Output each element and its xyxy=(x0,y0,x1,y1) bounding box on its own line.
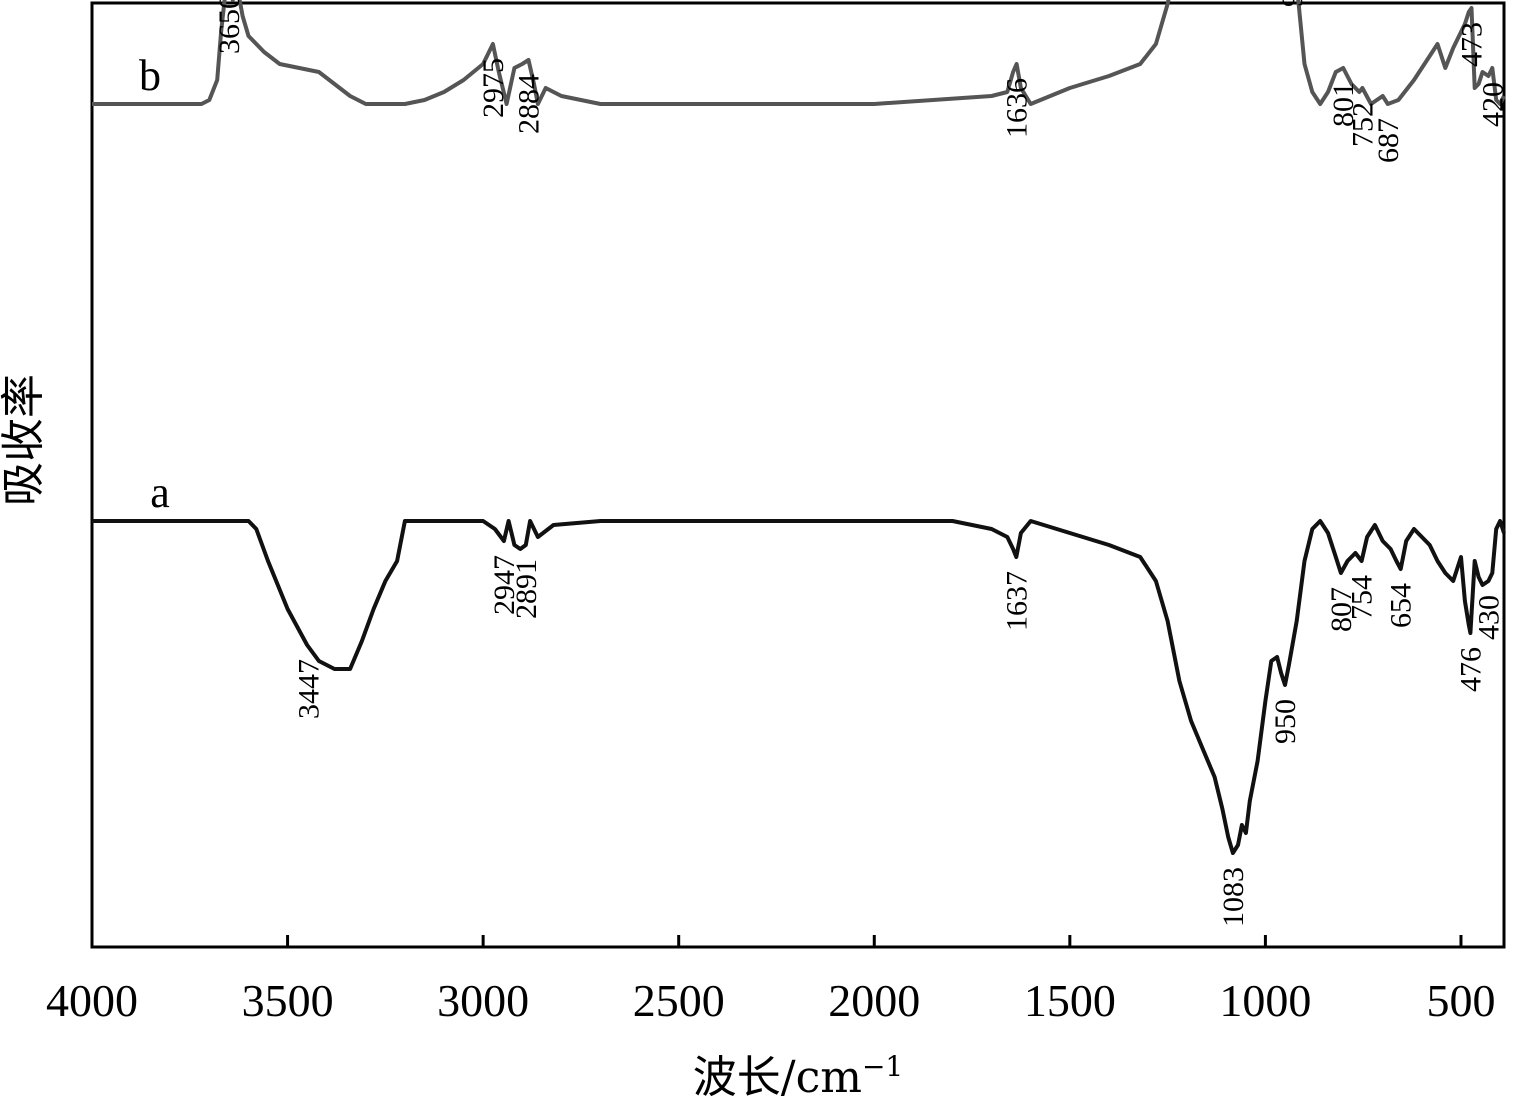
peak-label: 1083 xyxy=(1217,867,1250,927)
peak-label: 2884 xyxy=(513,74,546,134)
x-tick-label: 3500 xyxy=(242,975,334,1026)
peak-label: 2947 xyxy=(488,555,521,615)
peak-label: 801 xyxy=(1327,82,1360,127)
peak-label: 3650 xyxy=(213,0,246,54)
peak-label: 1636 xyxy=(1001,78,1034,138)
spectrum-a xyxy=(92,519,1506,855)
x-tick-label: 2500 xyxy=(633,975,725,1026)
peak-label: 420 xyxy=(1476,82,1509,127)
series-label-b: b xyxy=(139,51,161,100)
peak-label: 1637 xyxy=(1000,571,1033,631)
x-tick-label: 4000 xyxy=(46,975,138,1026)
peak-label: 3447 xyxy=(292,659,325,719)
peak-annotations: b36502975288416361080932801752687473420a… xyxy=(139,0,1509,927)
peak-label: 2975 xyxy=(477,58,510,118)
peak-label: 654 xyxy=(1385,583,1418,628)
peak-label: 473 xyxy=(1456,22,1489,67)
series-label-a: a xyxy=(150,468,170,517)
x-tick-label: 2000 xyxy=(828,975,920,1026)
spectrum-b xyxy=(92,0,1506,106)
x-tick-label: 500 xyxy=(1426,975,1495,1026)
peak-label: 476 xyxy=(1454,647,1487,692)
peak-label: 950 xyxy=(1269,699,1302,744)
x-axis-ticks: 4000 3500 3000 2500 2000 1500 1000 500 xyxy=(46,935,1495,1026)
x-tick-label: 1500 xyxy=(1024,975,1116,1026)
peak-label: 430 xyxy=(1472,595,1505,640)
plot-frame xyxy=(90,1,1506,949)
x-axis-label: 波长/cm−1 xyxy=(693,1050,903,1103)
peak-label: 2891 xyxy=(510,559,543,619)
y-axis-label: 吸收率 xyxy=(0,374,49,506)
peak-label: 807 xyxy=(1325,587,1358,632)
peak-label: 687 xyxy=(1372,118,1405,163)
peak-label: 932 xyxy=(1276,0,1309,7)
peak-label: 754 xyxy=(1346,575,1379,620)
x-tick-label: 1000 xyxy=(1219,975,1311,1026)
peak-label: 752 xyxy=(1346,102,1379,147)
spectra xyxy=(92,0,1506,855)
x-tick-label: 3000 xyxy=(437,975,529,1026)
